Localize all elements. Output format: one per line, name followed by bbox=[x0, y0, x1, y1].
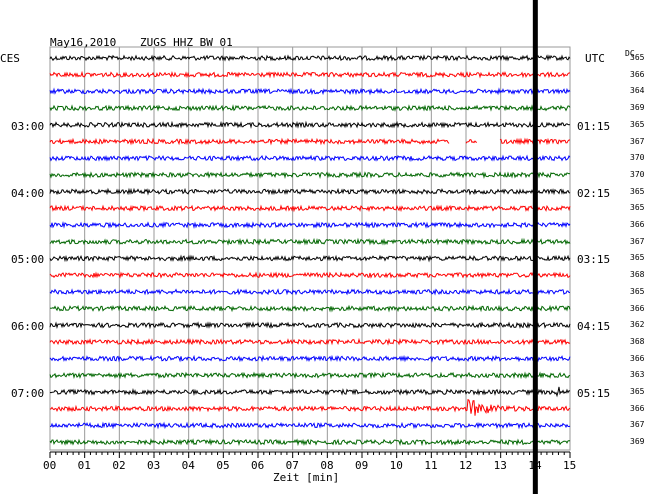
trace-10 bbox=[49, 220, 571, 230]
dc-value: 370 bbox=[630, 169, 645, 179]
trace-23 bbox=[49, 438, 571, 447]
x-tick-label: 03 bbox=[147, 459, 161, 472]
trace-16 bbox=[49, 321, 571, 330]
dc-value: 368 bbox=[630, 336, 645, 346]
trace-17 bbox=[49, 337, 571, 346]
dc-value: 364 bbox=[630, 86, 645, 96]
trace-11 bbox=[49, 237, 571, 246]
x-axis bbox=[49, 451, 571, 458]
dc-value: 365 bbox=[630, 387, 645, 396]
x-tick-label: 12 bbox=[459, 459, 473, 472]
x-tick-label: 02 bbox=[112, 459, 126, 472]
current-time-marker bbox=[532, 0, 538, 494]
left-timezone-label: CES bbox=[0, 52, 20, 65]
dc-value: 365 bbox=[630, 253, 645, 263]
right-time-label: 01:15 bbox=[577, 120, 611, 133]
dc-value: 365 bbox=[630, 53, 645, 62]
dc-value: 363 bbox=[630, 370, 645, 380]
dc-value: 362 bbox=[630, 320, 645, 330]
plot-border bbox=[49, 46, 571, 451]
trace-20 bbox=[49, 386, 571, 398]
seismic-traces bbox=[49, 54, 571, 447]
header-station: ZUGS HHZ BW 01 bbox=[140, 36, 233, 49]
dc-value: 366 bbox=[630, 69, 645, 79]
dc-value: 365 bbox=[630, 286, 645, 296]
trace-14 bbox=[49, 287, 570, 296]
trace-12 bbox=[49, 254, 571, 263]
trace-0 bbox=[49, 54, 571, 62]
trace-7 bbox=[49, 170, 571, 179]
trace-1 bbox=[49, 70, 571, 79]
left-time-label: 03:00 bbox=[11, 120, 45, 133]
trace-19 bbox=[49, 371, 571, 380]
dc-value: 365 bbox=[630, 119, 645, 129]
trace-21 bbox=[49, 398, 571, 416]
x-tick-label: 13 bbox=[493, 459, 507, 472]
trace-6 bbox=[49, 154, 571, 163]
trace-5 bbox=[49, 137, 570, 146]
trace-9 bbox=[49, 204, 571, 213]
x-tick-label: 08 bbox=[320, 459, 334, 472]
right-timezone-label: UTC bbox=[585, 52, 605, 65]
x-tick-label: 14 bbox=[528, 459, 542, 472]
right-time-label: 02:15 bbox=[577, 187, 611, 200]
x-tick-label: 05 bbox=[216, 459, 230, 472]
x-tick-label: 04 bbox=[181, 459, 195, 472]
dc-header-label: DC bbox=[625, 49, 635, 58]
right-time-label: 03:15 bbox=[577, 253, 611, 266]
dc-value: 366 bbox=[630, 220, 645, 229]
right-time-label: 04:15 bbox=[577, 320, 611, 333]
right-time-label: 05:15 bbox=[577, 387, 611, 400]
trace-4 bbox=[49, 120, 571, 129]
trace-15 bbox=[49, 304, 571, 313]
dc-value: 366 bbox=[630, 353, 645, 363]
dc-value: 370 bbox=[630, 153, 645, 163]
dc-value: 366 bbox=[630, 403, 645, 413]
x-tick-label: 09 bbox=[355, 459, 369, 472]
trace-2 bbox=[49, 87, 571, 96]
dc-value: 367 bbox=[630, 136, 645, 146]
dc-value: 366 bbox=[630, 303, 645, 313]
dc-value: 367 bbox=[630, 236, 645, 246]
grid-lines bbox=[49, 46, 571, 451]
x-tick-label: 10 bbox=[389, 459, 403, 472]
trace-18 bbox=[49, 354, 571, 363]
dc-value: 368 bbox=[630, 270, 645, 280]
left-time-label: 05:00 bbox=[11, 253, 45, 266]
dc-value: 369 bbox=[630, 437, 645, 447]
trace-22 bbox=[49, 421, 571, 430]
x-tick-label: 06 bbox=[251, 459, 265, 472]
trace-13 bbox=[49, 271, 571, 280]
left-time-label: 07:00 bbox=[11, 387, 45, 400]
trace-8 bbox=[49, 187, 571, 196]
left-time-label: 04:00 bbox=[11, 187, 45, 200]
x-tick-label: 00 bbox=[43, 459, 57, 472]
x-tick-label: 07 bbox=[285, 459, 299, 472]
dc-value: 365 bbox=[630, 203, 645, 213]
x-tick-label: 01 bbox=[77, 459, 91, 472]
x-tick-label: 11 bbox=[424, 459, 438, 472]
dc-value: 369 bbox=[630, 103, 645, 113]
trace-3 bbox=[49, 104, 571, 112]
dc-value: 365 bbox=[630, 186, 645, 196]
dc-value: 367 bbox=[630, 420, 645, 430]
x-axis-label: Zeit [min] bbox=[273, 471, 340, 484]
header-date: May16,2010 bbox=[50, 36, 117, 49]
x-tick-label: 15 bbox=[563, 459, 577, 472]
left-time-label: 06:00 bbox=[11, 320, 45, 333]
